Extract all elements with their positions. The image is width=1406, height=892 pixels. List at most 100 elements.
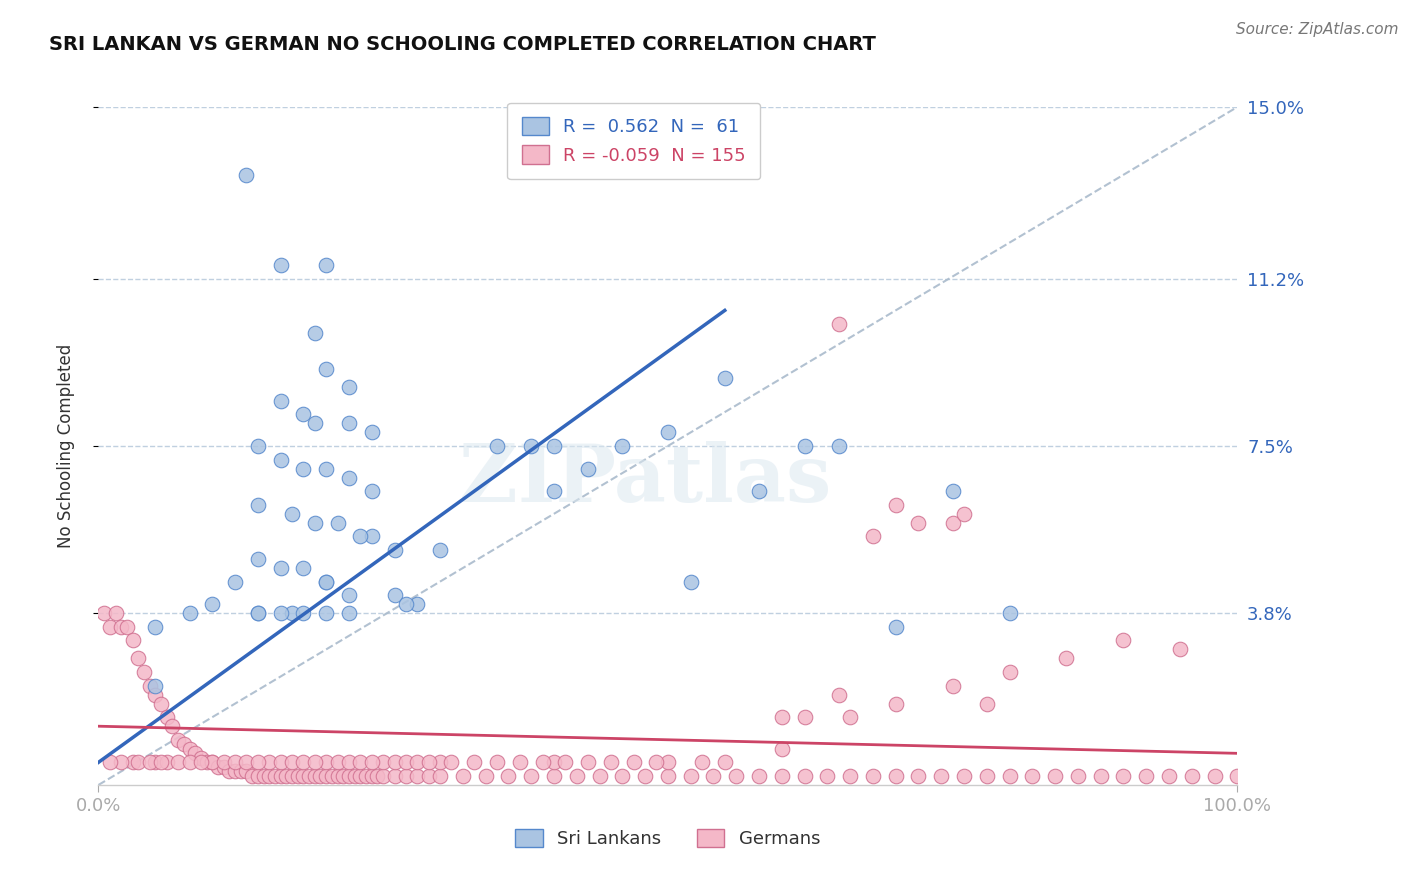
Point <box>304 516 326 530</box>
Point <box>110 756 132 770</box>
Point <box>270 258 292 272</box>
Point <box>520 769 543 783</box>
Point <box>337 769 360 783</box>
Point <box>246 498 269 512</box>
Point <box>360 425 382 440</box>
Point <box>315 362 337 376</box>
Point <box>1181 769 1204 783</box>
Point <box>828 439 851 453</box>
Point <box>98 620 121 634</box>
Point <box>201 756 224 770</box>
Point <box>349 769 371 783</box>
Point <box>679 574 702 589</box>
Point <box>276 769 298 783</box>
Point <box>384 543 406 558</box>
Point <box>429 543 451 558</box>
Point <box>315 606 337 620</box>
Point <box>332 769 354 783</box>
Point <box>337 380 360 394</box>
Point <box>326 516 349 530</box>
Point <box>406 597 429 611</box>
Point <box>884 697 907 711</box>
Point <box>104 606 127 620</box>
Point <box>246 439 269 453</box>
Point <box>121 633 143 648</box>
Point <box>770 741 793 756</box>
Point <box>224 574 246 589</box>
Point <box>543 484 565 499</box>
Point <box>1112 769 1135 783</box>
Point <box>862 769 884 783</box>
Point <box>270 393 292 408</box>
Point <box>384 769 406 783</box>
Point <box>634 769 657 783</box>
Point <box>395 769 418 783</box>
Point <box>315 258 337 272</box>
Point <box>229 764 252 779</box>
Point <box>337 606 360 620</box>
Point <box>509 756 531 770</box>
Point <box>612 769 634 783</box>
Point <box>645 756 668 770</box>
Point <box>929 769 952 783</box>
Point <box>201 597 224 611</box>
Point <box>315 756 337 770</box>
Point <box>304 769 326 783</box>
Point <box>828 317 851 331</box>
Point <box>240 769 263 783</box>
Point <box>463 756 485 770</box>
Point <box>190 751 212 765</box>
Point <box>884 769 907 783</box>
Point <box>657 756 679 770</box>
Point <box>384 588 406 602</box>
Point <box>184 747 207 761</box>
Point <box>953 769 976 783</box>
Point <box>337 417 360 431</box>
Point <box>976 769 998 783</box>
Point <box>543 756 565 770</box>
Point <box>371 756 394 770</box>
Point <box>360 484 382 499</box>
Text: ZIPatlas: ZIPatlas <box>458 441 831 519</box>
Legend: Sri Lankans, Germans: Sri Lankans, Germans <box>506 820 830 857</box>
Point <box>395 597 418 611</box>
Point <box>451 769 474 783</box>
Point <box>828 688 851 702</box>
Point <box>395 756 418 770</box>
Point <box>418 756 440 770</box>
Point <box>292 769 315 783</box>
Point <box>127 651 149 665</box>
Point <box>337 470 360 484</box>
Point <box>576 461 599 475</box>
Point <box>543 769 565 783</box>
Point <box>440 756 463 770</box>
Point <box>498 769 520 783</box>
Point <box>167 756 190 770</box>
Point <box>366 769 388 783</box>
Point <box>235 168 257 182</box>
Point <box>793 439 815 453</box>
Point <box>862 529 884 543</box>
Point <box>195 756 218 770</box>
Point <box>138 679 160 693</box>
Point <box>565 769 588 783</box>
Point <box>270 561 292 575</box>
Point <box>201 756 224 770</box>
Point <box>298 769 321 783</box>
Point <box>725 769 748 783</box>
Point <box>360 756 382 770</box>
Point <box>145 679 167 693</box>
Point <box>714 756 737 770</box>
Point <box>292 408 315 422</box>
Point <box>520 439 543 453</box>
Text: SRI LANKAN VS GERMAN NO SCHOOLING COMPLETED CORRELATION CHART: SRI LANKAN VS GERMAN NO SCHOOLING COMPLE… <box>49 35 876 54</box>
Point <box>418 769 440 783</box>
Point <box>173 737 195 751</box>
Point <box>1135 769 1157 783</box>
Point <box>145 620 167 634</box>
Point <box>150 756 173 770</box>
Point <box>235 756 257 770</box>
Point <box>315 574 337 589</box>
Point <box>1021 769 1043 783</box>
Point <box>287 769 309 783</box>
